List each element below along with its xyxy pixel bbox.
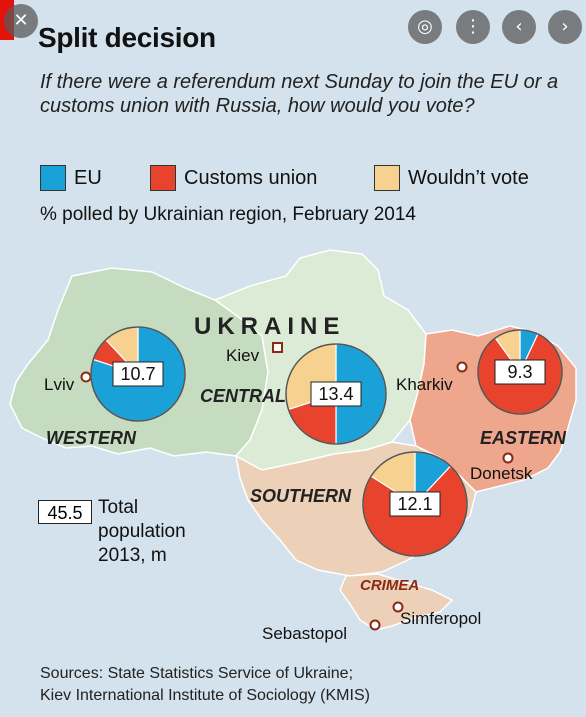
pie-value-label-western: 10.7 [120,364,155,384]
legend: EU Customs union Wouldn’t vote [40,164,580,192]
legend-swatch-eu [40,165,66,191]
sources-line-1: Sources: State Statistics Service of Ukr… [40,665,354,682]
city-marker-kharkiv [456,361,468,373]
legend-item-customs-union: Customs union [150,164,317,192]
legend-item-eu: EU [40,164,102,192]
city-marker-donetsk [502,452,514,464]
pie-value-box-southern [389,491,441,517]
lens-icon[interactable]: ◎ [408,10,442,44]
legend-item-wouldnt-vote: Wouldn’t vote [374,164,529,192]
city-marker-lviv [80,371,92,383]
pie-value-box-western [112,361,164,387]
pie-outline-western [90,326,186,422]
pie-value-label-central: 13.4 [318,384,353,404]
chart-subtitle: If there were a referendum next Sunday t… [40,71,559,117]
city-marker-kiev [272,342,283,353]
legend-swatch-wouldnt-vote [374,165,400,191]
population-key-label: Total population 2013, m [98,497,186,566]
region-label-crimea: CRIMEA [360,577,419,594]
pie-value-label-southern: 12.1 [397,494,432,514]
more-icon[interactable]: ⋮ [456,10,490,44]
pie-outline-southern [362,451,468,557]
pie-value-box-central [310,381,362,407]
city-marker-sebastopol [369,619,381,631]
city-label-simferopol: Simferopol [400,609,481,628]
legend-label-wouldnt-vote: Wouldn’t vote [408,166,529,189]
city-marker-simferopol [392,601,404,613]
region-label-eastern: EASTERN [480,428,567,448]
legend-swatch-customs-union [150,165,176,191]
pie-value-label-eastern: 9.3 [507,362,532,382]
population-key-box: 45.5 [38,500,92,524]
chevron-right-icon[interactable]: › [548,10,582,44]
pie-outline-central [285,343,387,445]
pie-value-box-eastern [494,359,546,385]
city-label-kiev: Kiev [226,346,260,365]
city-label-donetsk: Donetsk [470,464,533,483]
region-label-western: WESTERN [46,428,137,448]
sources-line-2: Kiev International Institute of Sociolog… [40,687,370,704]
sources: Sources: State Statistics Service of Ukr… [40,663,560,707]
legend-label-eu: EU [74,166,102,189]
city-label-lviv: Lviv [44,375,75,394]
chevron-left-icon[interactable]: ‹ [502,10,536,44]
chart-note: % polled by Ukrainian region, February 2… [40,204,416,225]
city-label-kharkiv: Kharkiv [396,375,453,394]
close-icon[interactable]: ✕ [4,4,38,38]
city-label-sebastopol: Sebastopol [262,624,347,643]
pie-outline-eastern [477,329,563,415]
chart-title: Split decision [38,22,216,53]
region-label-central: CENTRAL [200,386,286,406]
country-label: UKRAINE [194,313,345,340]
region-label-southern: SOUTHERN [250,486,352,506]
legend-label-customs-union: Customs union [184,166,318,189]
